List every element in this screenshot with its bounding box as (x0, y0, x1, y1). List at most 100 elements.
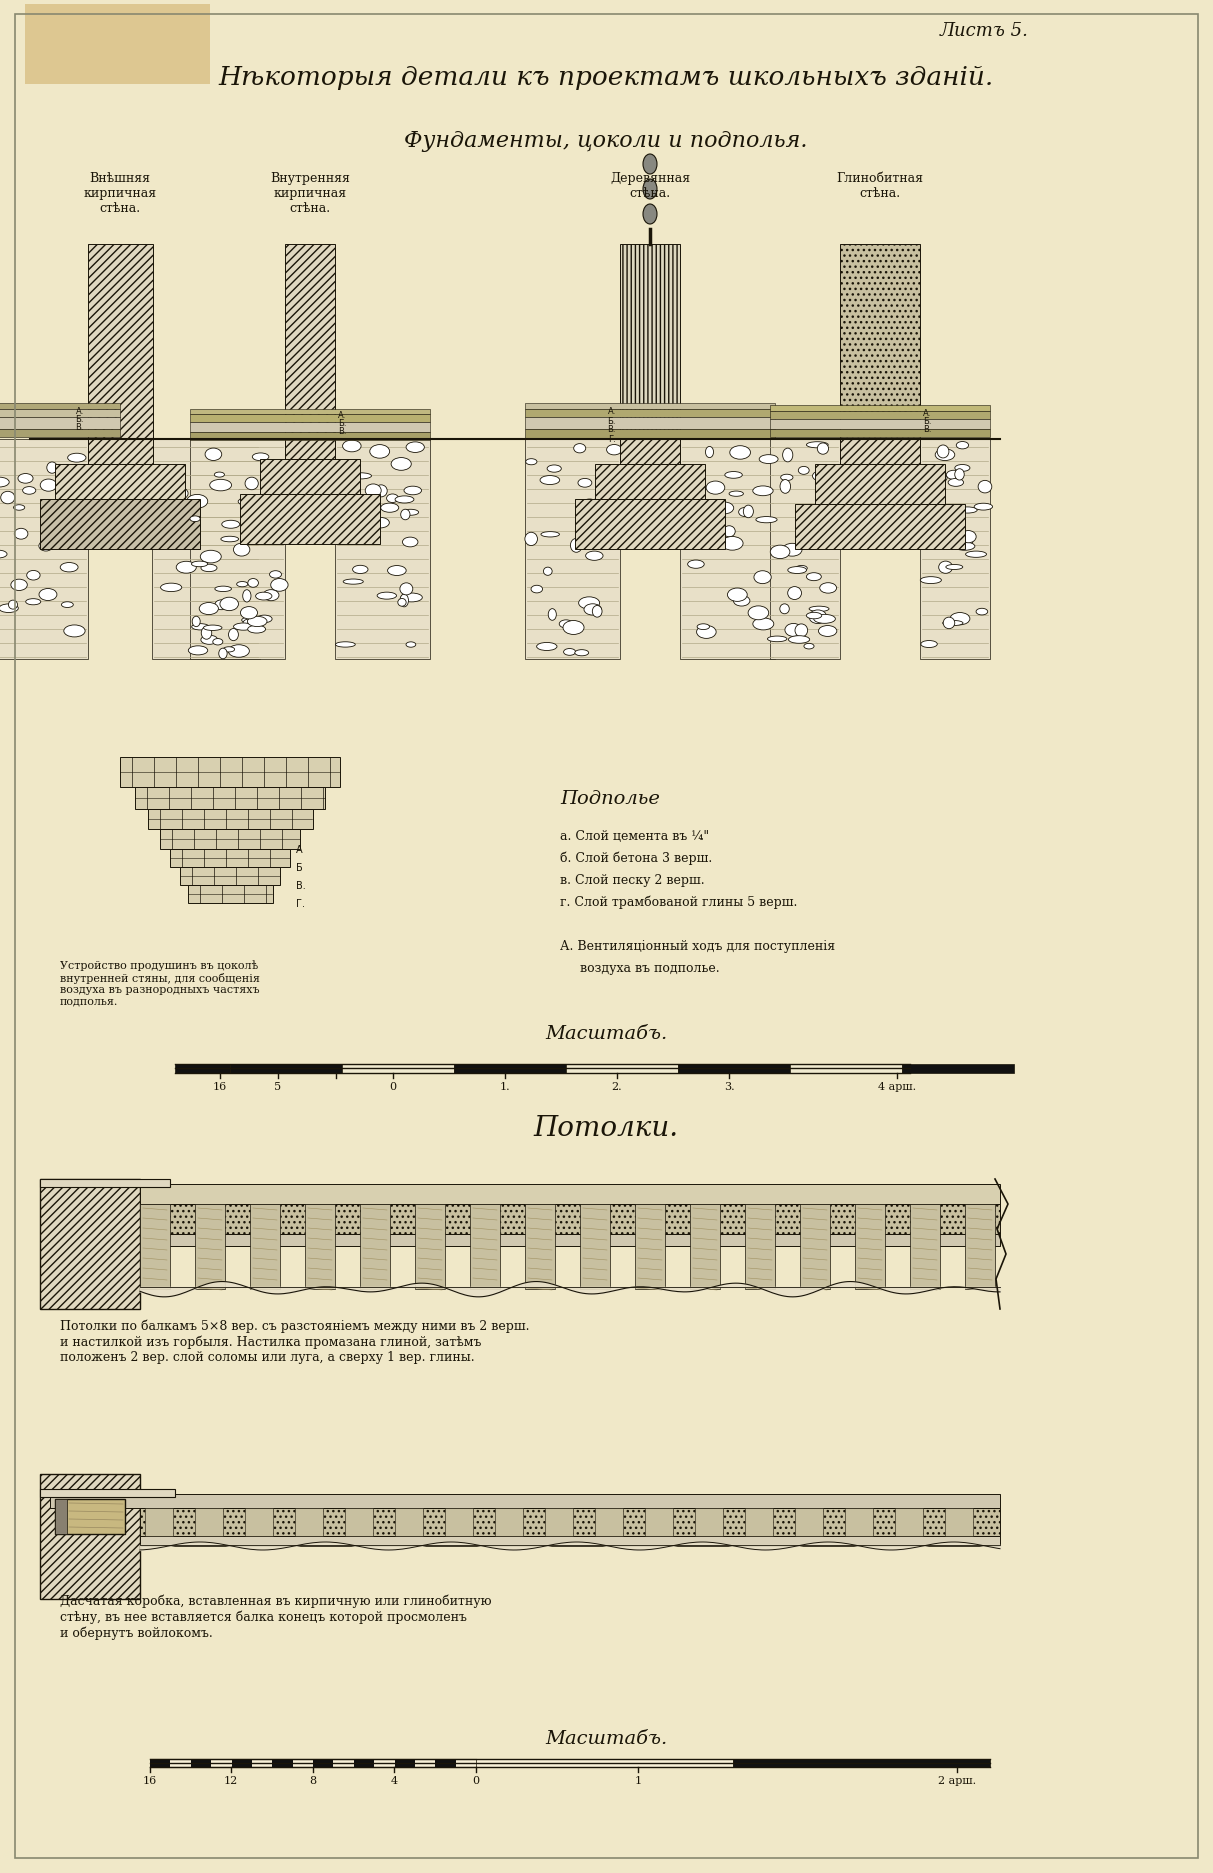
Ellipse shape (234, 624, 254, 631)
Text: А.: А. (923, 410, 932, 418)
Bar (0, 418, 120, 429)
Ellipse shape (691, 500, 711, 509)
Bar (272, 1759, 292, 1766)
Bar (525, 405, 775, 410)
Ellipse shape (377, 594, 397, 599)
Bar (770, 406, 990, 412)
Bar (295, 1508, 323, 1536)
Ellipse shape (58, 491, 79, 502)
Bar (495, 1508, 523, 1536)
Ellipse shape (47, 506, 69, 513)
Ellipse shape (938, 446, 949, 459)
Bar (770, 420, 990, 429)
Text: а. Слой цемента въ ¼": а. Слой цемента въ ¼" (560, 830, 710, 843)
Ellipse shape (398, 599, 406, 607)
Text: Б.: Б. (338, 420, 347, 429)
Ellipse shape (754, 571, 771, 584)
Ellipse shape (780, 605, 790, 614)
Ellipse shape (237, 583, 247, 588)
Ellipse shape (221, 538, 239, 543)
Ellipse shape (739, 508, 752, 517)
Bar (190, 410, 429, 414)
Ellipse shape (785, 624, 802, 637)
Ellipse shape (606, 478, 615, 485)
Ellipse shape (39, 590, 57, 601)
Ellipse shape (818, 444, 828, 455)
Ellipse shape (807, 442, 828, 448)
Bar (25, 6, 210, 84)
Ellipse shape (579, 597, 599, 611)
Ellipse shape (192, 624, 209, 631)
Bar (910, 1204, 940, 1289)
Ellipse shape (575, 650, 588, 656)
Ellipse shape (228, 629, 239, 641)
Ellipse shape (241, 618, 257, 624)
Ellipse shape (921, 577, 941, 584)
Ellipse shape (391, 459, 411, 470)
Bar (146, 1508, 173, 1536)
Bar (839, 440, 919, 465)
Ellipse shape (201, 635, 218, 644)
Text: А.: А. (338, 412, 347, 420)
Ellipse shape (688, 526, 700, 538)
Bar (188, 886, 273, 903)
Ellipse shape (269, 571, 281, 579)
Ellipse shape (748, 607, 769, 620)
Bar (415, 1204, 445, 1289)
Ellipse shape (921, 641, 938, 648)
Text: Б.: Б. (75, 416, 84, 425)
Ellipse shape (400, 596, 409, 607)
Bar (50, 1495, 1000, 1508)
Text: Деревянная
стѣна.: Деревянная стѣна. (610, 172, 690, 200)
Bar (120, 757, 340, 787)
Bar (55, 1498, 67, 1534)
Bar (139, 1184, 1000, 1204)
Ellipse shape (788, 637, 810, 644)
Ellipse shape (190, 517, 200, 523)
Bar (40, 1180, 170, 1187)
Ellipse shape (706, 481, 725, 494)
Ellipse shape (403, 538, 418, 547)
Ellipse shape (536, 642, 557, 652)
Bar (40, 500, 200, 549)
Ellipse shape (978, 481, 992, 494)
Ellipse shape (563, 622, 583, 635)
Text: Глинобитная
стѣна.: Глинобитная стѣна. (837, 172, 923, 200)
Bar (190, 414, 429, 423)
Text: Потолки.: Потолки. (534, 1114, 678, 1141)
Ellipse shape (23, 487, 36, 494)
Ellipse shape (955, 536, 973, 547)
Ellipse shape (643, 180, 657, 200)
Text: Масштабъ.: Масштабъ. (545, 1025, 667, 1043)
Bar (545, 1508, 573, 1536)
Ellipse shape (697, 624, 710, 629)
Bar (152, 440, 260, 659)
Ellipse shape (813, 472, 826, 481)
Ellipse shape (943, 622, 963, 626)
Ellipse shape (966, 553, 986, 558)
Bar (525, 1204, 556, 1289)
Ellipse shape (725, 472, 742, 479)
Ellipse shape (200, 551, 221, 564)
Ellipse shape (798, 466, 809, 476)
Text: 16: 16 (212, 1081, 227, 1092)
Bar (469, 1204, 500, 1289)
Bar (525, 429, 775, 440)
Text: б. Слой бетона 3 верш.: б. Слой бетона 3 верш. (560, 852, 712, 865)
Ellipse shape (8, 601, 17, 611)
Ellipse shape (395, 496, 414, 504)
Ellipse shape (961, 532, 976, 543)
Text: 16: 16 (143, 1776, 158, 1785)
Ellipse shape (62, 603, 73, 609)
Bar (634, 1204, 665, 1289)
Bar (845, 1508, 873, 1536)
Ellipse shape (814, 614, 836, 624)
Ellipse shape (183, 500, 195, 506)
Ellipse shape (212, 639, 223, 646)
Bar (285, 440, 335, 459)
Ellipse shape (223, 648, 234, 652)
Ellipse shape (406, 442, 425, 453)
Text: А.: А. (75, 406, 84, 416)
Ellipse shape (39, 541, 53, 553)
Ellipse shape (220, 597, 239, 611)
